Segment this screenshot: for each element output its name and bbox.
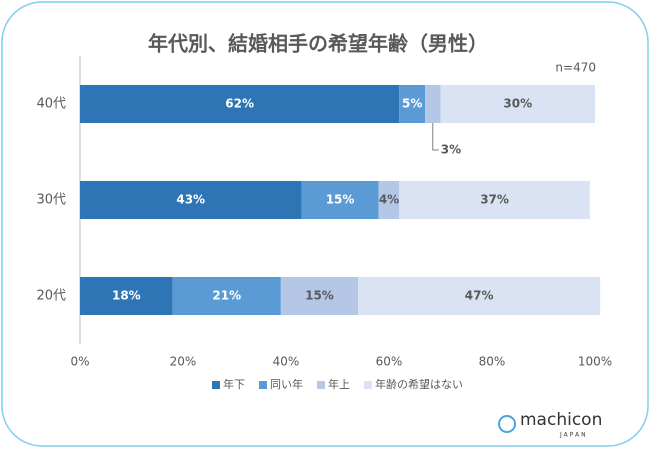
bar-segment	[399, 85, 426, 123]
legend-label: 年下	[223, 377, 245, 391]
legend-swatch	[212, 381, 220, 389]
logo-sub: JAPAN	[559, 432, 588, 439]
bar-segment	[440, 85, 595, 123]
logo-icon	[498, 415, 516, 433]
legend-swatch	[317, 381, 325, 389]
value-label: 43%	[176, 193, 205, 207]
value-label: 15%	[326, 193, 355, 207]
y-tick-label: 30代	[36, 193, 66, 208]
legend-swatch	[364, 381, 372, 389]
y-tick-label: 20代	[36, 289, 66, 304]
bar-segment	[80, 181, 302, 219]
value-label: 47%	[465, 289, 494, 303]
legend: 年下 同い年 年上 年齢の希望はない	[212, 377, 463, 391]
legend-swatch	[259, 381, 267, 389]
value-label: 18%	[112, 289, 141, 303]
leader-line	[432, 123, 439, 151]
bar-segment	[425, 85, 441, 123]
value-label: 3%	[441, 143, 461, 157]
bar-segment	[301, 181, 379, 219]
logo-text: machicon	[520, 410, 602, 430]
logo: machicon JAPAN	[498, 410, 602, 439]
value-label: 21%	[212, 289, 241, 303]
value-label: 5%	[402, 97, 422, 111]
x-tick-label: 0%	[70, 355, 89, 369]
bar-segment	[358, 277, 601, 315]
legend-label: 年齢の希望はない	[375, 377, 463, 391]
bar-segment	[80, 277, 173, 315]
value-label: 62%	[225, 97, 254, 111]
chart-title: 年代別、結婚相手の希望年齢（男性）	[148, 32, 488, 56]
value-label: 4%	[379, 193, 399, 207]
bar-segment	[378, 181, 400, 219]
value-label: 15%	[305, 289, 334, 303]
x-tick-label: 80%	[479, 355, 506, 369]
bar-segment	[399, 181, 590, 219]
x-tick-label: 40%	[273, 355, 300, 369]
y-tick-label: 40代	[36, 97, 66, 112]
value-label: 30%	[503, 97, 532, 111]
sample-size: n=470	[555, 61, 596, 75]
legend-label: 同い年	[270, 377, 303, 391]
value-label: 37%	[480, 193, 509, 207]
x-tick-label: 60%	[376, 355, 403, 369]
x-tick-label: 100%	[578, 355, 612, 369]
legend-label: 年上	[328, 377, 350, 391]
bar-segment	[280, 277, 359, 315]
x-tick-label: 20%	[170, 355, 197, 369]
bar-segment	[80, 85, 400, 123]
bar-segment	[172, 277, 281, 315]
